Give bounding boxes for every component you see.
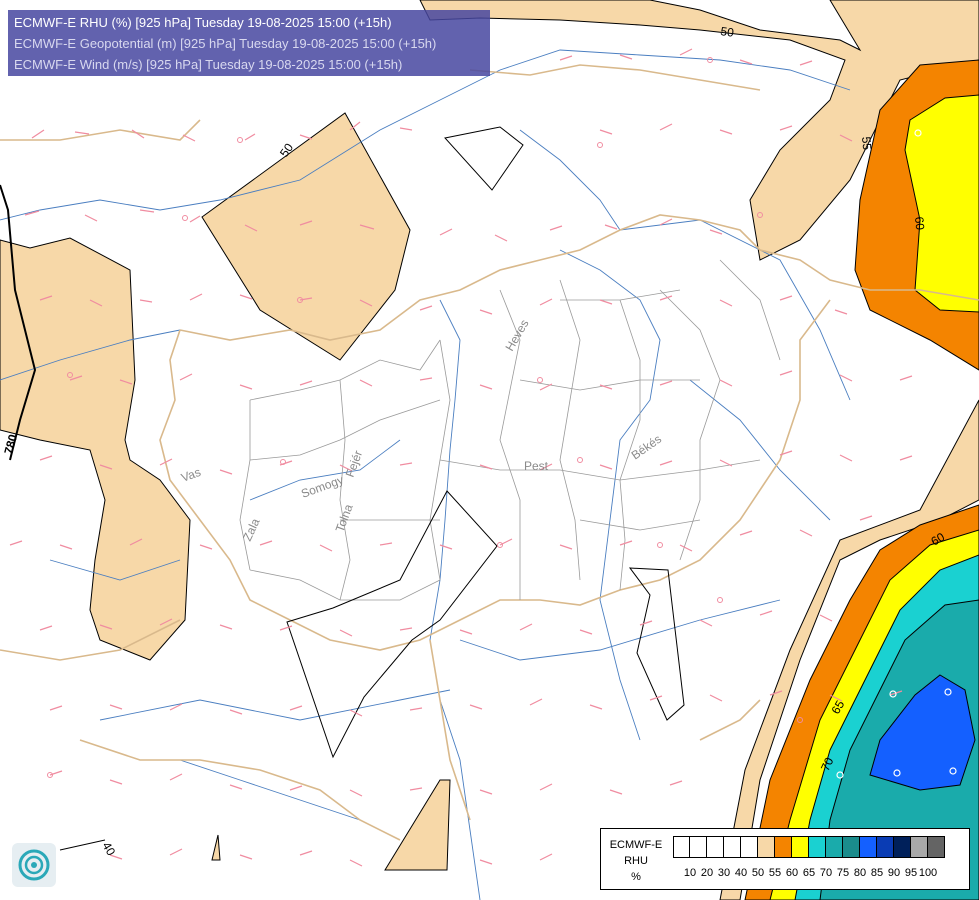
legend-swatch xyxy=(843,836,860,858)
legend-tick-label: 70 xyxy=(819,867,833,879)
legend-ticks: 10 20 30 40 50 55 60 65 70 75 80 85 90 95 100 xyxy=(673,867,973,881)
legend-label-model: ECMWF-E xyxy=(609,839,663,851)
legend-tick-label: 20 xyxy=(700,867,714,879)
legend-tick-label: 55 xyxy=(768,867,782,879)
rivers xyxy=(0,49,851,900)
legend-tick-label: 75 xyxy=(836,867,850,879)
county-label-tolna: Tolna xyxy=(333,502,356,534)
legend-label-variable: RHU xyxy=(624,855,648,867)
wind-barb-dots xyxy=(47,57,803,778)
country-borders xyxy=(0,64,979,841)
legend-swatch xyxy=(877,836,894,858)
rhu-80-85-fill xyxy=(869,674,976,791)
legend-label-unit: % xyxy=(631,871,641,883)
legend-swatch xyxy=(928,836,945,858)
legend-swatch xyxy=(894,836,911,858)
county-label-zala: Zala xyxy=(240,516,263,543)
title-line-geopotential: ECMWF-E Geopotential (m) [925 hPa] Tuesd… xyxy=(14,36,437,51)
contour-label-70: 70 xyxy=(818,755,836,773)
legend-tick-label: 40 xyxy=(734,867,748,879)
legend-swatch xyxy=(775,836,792,858)
county-borders xyxy=(239,259,781,601)
county-label-vas: Vas xyxy=(179,465,202,485)
legend-tick-label: 95 xyxy=(904,867,918,879)
legend-swatch xyxy=(724,836,741,858)
legend-tick-label: 65 xyxy=(802,867,816,879)
legend-swatch xyxy=(792,836,809,858)
ecmwf-logo-icon xyxy=(12,843,56,887)
rhu-legend: ECMWF-E RHU % 10 20 30 40 50 55 60 65 70 75 80 85 90… xyxy=(600,828,970,890)
legend-label: ECMWF-E RHU % xyxy=(605,837,667,885)
contour-label-40: 40 xyxy=(99,840,118,859)
legend-swatch xyxy=(673,836,690,858)
contour-label-65: 65 xyxy=(828,698,847,717)
legend-tick-label: 50 xyxy=(751,867,765,879)
map-title-box: ECMWF-E RHU (%) [925 hPa] Tuesday 19-08-… xyxy=(8,10,490,76)
title-line-rhu: ECMWF-E RHU (%) [925 hPa] Tuesday 19-08-… xyxy=(14,15,392,30)
county-label-heves: Heves xyxy=(502,317,531,353)
legend-tick-label: 85 xyxy=(870,867,884,879)
title-line-wind: ECMWF-E Wind (m/s) [925 hPa] Tuesday 19-… xyxy=(14,57,403,72)
contour-label-780: 780 xyxy=(1,432,20,455)
legend-tick-label: 100 xyxy=(918,867,938,879)
legend-swatch xyxy=(860,836,877,858)
legend-swatch xyxy=(911,836,928,858)
legend-tick-label: 30 xyxy=(717,867,731,879)
legend-tick-label: 80 xyxy=(853,867,867,879)
legend-tick-label: 10 xyxy=(683,867,697,879)
legend-tick-label: 60 xyxy=(785,867,799,879)
legend-swatch xyxy=(809,836,826,858)
rhu-point-markers xyxy=(836,129,957,844)
contour-label-60-bottom: 60 xyxy=(929,530,948,549)
county-label-somogy: Somogy xyxy=(299,473,345,501)
legend-swatch xyxy=(826,836,843,858)
legend-swatch xyxy=(741,836,758,858)
contour-label-60-top: 60 xyxy=(912,216,927,231)
county-label-fejer: Fejér xyxy=(343,449,366,479)
legend-swatch xyxy=(758,836,775,858)
wind-barbs xyxy=(9,48,913,867)
legend-swatch xyxy=(707,836,724,858)
legend-swatches xyxy=(673,836,945,858)
contour-label-55: 55 xyxy=(859,136,874,151)
contour-label-50-top: 50 xyxy=(720,24,735,40)
county-label-pest: Pest xyxy=(524,459,549,473)
county-label-bekes: Békés xyxy=(629,432,664,463)
legend-swatch xyxy=(690,836,707,858)
legend-tick-label: 90 xyxy=(887,867,901,879)
geopotential-contours xyxy=(0,126,685,851)
